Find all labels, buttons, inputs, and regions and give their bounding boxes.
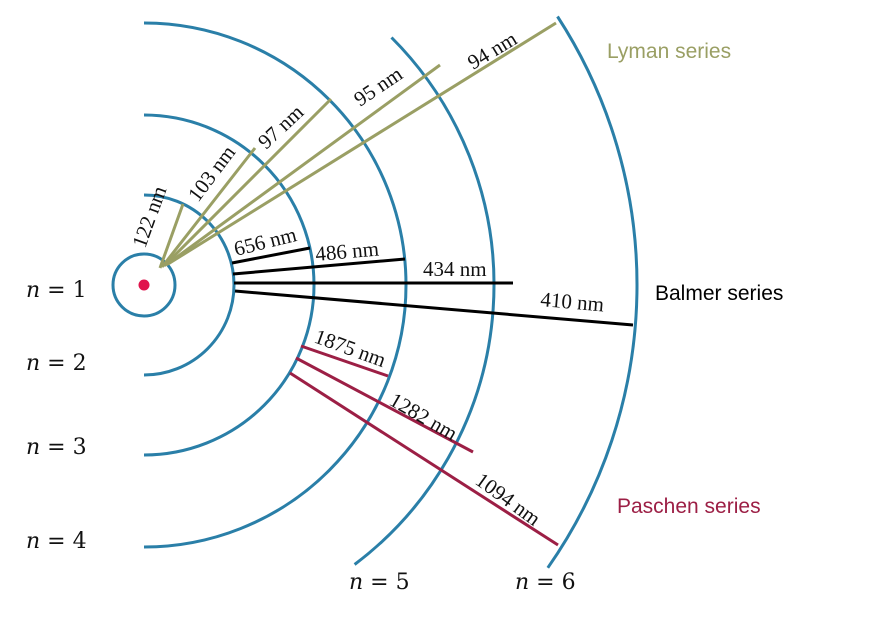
nucleus — [138, 279, 150, 291]
balmer-line-1 — [231, 246, 311, 265]
level-value: 5 — [396, 570, 410, 595]
balmer-line-4 — [234, 289, 634, 327]
lyman-line-1 — [158, 203, 185, 269]
level-equals: = — [363, 570, 395, 595]
level-symbol: n — [26, 529, 40, 554]
level-equals: = — [40, 278, 72, 303]
lyman-line-4 — [165, 63, 441, 267]
lyman-line-2 — [160, 147, 257, 268]
orbit-n1 — [111, 252, 177, 318]
lyman-line-5 — [167, 21, 557, 266]
balmer-wavelength-label-1: 656 nm — [231, 222, 299, 261]
paschen-line-1 — [300, 344, 389, 378]
orbit-n5 — [353, 36, 496, 566]
orbit-n3 — [143, 113, 316, 457]
level-label-n1: n = 1 — [26, 278, 87, 303]
lyman-series-label: Lyman series — [607, 40, 731, 63]
lyman-wavelength-label-1: 122 nm — [127, 183, 171, 251]
balmer-line-2 — [232, 257, 406, 276]
paschen-wavelength-label-2: 1282 nm — [386, 388, 462, 446]
balmer-wavelength-label-3: 434 nm — [423, 257, 487, 281]
lyman-wavelength-label-5: 94 nm — [463, 26, 521, 74]
balmer-wavelength-label-2: 486 nm — [314, 237, 379, 266]
paschen-wavelength-label-3: 1094 nm — [471, 468, 545, 531]
lyman-wavelength-label-3: 97 nm — [253, 100, 308, 154]
level-equals: = — [40, 351, 72, 376]
transitions-group — [158, 21, 634, 547]
level-symbol: n — [349, 570, 363, 595]
orbits-group — [111, 15, 639, 569]
balmer-wavelength-label-4: 410 nm — [540, 287, 605, 316]
level-equals: = — [529, 570, 561, 595]
level-equals: = — [40, 435, 72, 460]
level-value: 2 — [73, 351, 87, 376]
orbit-n4 — [143, 21, 408, 549]
level-symbol: n — [26, 435, 40, 460]
level-value: 6 — [562, 570, 576, 595]
lyman-wavelength-label-4: 95 nm — [349, 62, 406, 112]
level-label-n5: n = 5 — [349, 570, 410, 595]
level-symbol: n — [515, 570, 529, 595]
lyman-wavelength-label-2: 103 nm — [183, 141, 240, 206]
level-symbol: n — [26, 278, 40, 303]
level-value: 3 — [73, 435, 87, 460]
level-label-n3: n = 3 — [26, 435, 87, 460]
level-value: 4 — [73, 529, 87, 554]
level-label-n4: n = 4 — [26, 529, 87, 554]
lyman-line-3 — [162, 97, 333, 268]
level-label-n2: n = 2 — [26, 351, 87, 376]
level-equals: = — [40, 529, 72, 554]
paschen-series-label: Paschen series — [617, 495, 761, 518]
level-label-n6: n = 6 — [515, 570, 576, 595]
paschen-line-3 — [289, 371, 559, 547]
paschen-line-2 — [295, 356, 474, 454]
level-value: 1 — [73, 278, 87, 303]
orbit-n6 — [546, 15, 639, 569]
balmer-series-label: Balmer series — [655, 282, 783, 305]
paschen-wavelength-label-1: 1875 nm — [311, 324, 389, 372]
level-symbol: n — [26, 351, 40, 376]
